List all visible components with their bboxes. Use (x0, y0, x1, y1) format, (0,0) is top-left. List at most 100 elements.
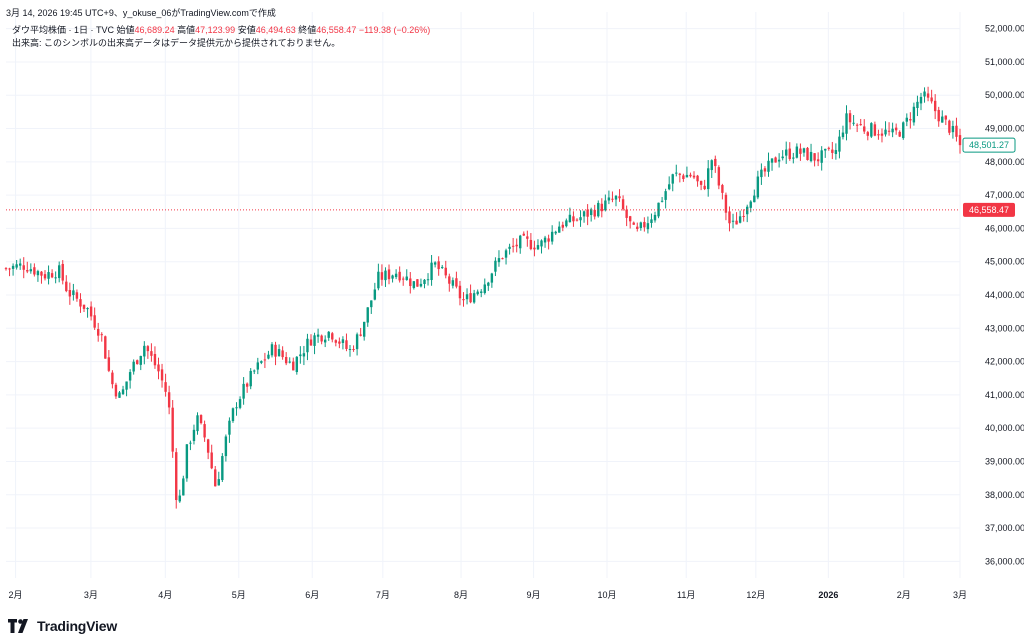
candle-body (795, 146, 799, 158)
candle-body (143, 345, 146, 357)
candle-body (72, 290, 75, 296)
candle-body (859, 124, 862, 126)
high-label: 高値 (177, 25, 196, 35)
y-tick-label: 51,000.00 (985, 57, 1024, 67)
candle-body (405, 276, 408, 280)
candle-body (50, 273, 54, 278)
candle-body (756, 176, 760, 198)
tradingview-brand[interactable]: TradingView (8, 616, 117, 636)
candle-body (930, 97, 933, 102)
candle-body (355, 334, 359, 350)
candle-body (937, 109, 940, 122)
candle-body (281, 350, 284, 358)
candle-body (682, 175, 685, 180)
candle-body (171, 407, 174, 452)
candle-body (526, 236, 529, 239)
candle-body (614, 195, 618, 200)
candle-body (437, 261, 440, 270)
candle-body (490, 273, 494, 283)
candle-body (18, 263, 22, 266)
candle-body (150, 351, 153, 356)
y-tick-label: 46,000.00 (985, 223, 1024, 233)
candle-body (497, 258, 501, 263)
candle-body (398, 271, 401, 281)
time-axis[interactable]: 2月 3月 4月 5月 6月 7月 8月 9月 10月 11月 12月 2026 2月 3月 (9, 590, 967, 600)
candle-body (788, 148, 791, 159)
candle-body (586, 209, 589, 217)
candle-body (97, 329, 100, 336)
candle-body (558, 226, 561, 233)
candle-body (646, 223, 650, 230)
x-tick-label: 3月 (953, 590, 967, 600)
candle-body (667, 184, 671, 190)
candle-body (327, 331, 330, 338)
candle-body (107, 357, 111, 371)
candle-body (136, 360, 139, 365)
candle-body (575, 219, 579, 221)
candle-body (160, 369, 164, 381)
x-tick-label: 2月 (897, 590, 911, 600)
x-tick-label: 5月 (232, 590, 246, 600)
candle-body (8, 268, 11, 270)
candle-body (199, 415, 203, 424)
candle-body (309, 339, 313, 346)
candle-body (951, 126, 955, 133)
candle-body (664, 191, 667, 200)
candle-body (845, 113, 848, 134)
candle-body (685, 174, 689, 178)
candle-body (866, 132, 869, 136)
candle-body (625, 209, 628, 218)
candle-body (738, 216, 742, 223)
candle-body (561, 224, 564, 228)
x-tick-label: 12月 (746, 590, 765, 600)
candle-body (224, 436, 228, 457)
candle-body (334, 340, 338, 343)
candle-body (540, 240, 543, 247)
candle-body (501, 258, 504, 260)
candle-body (377, 271, 380, 289)
candle-body (93, 315, 96, 328)
candle-body (926, 93, 930, 98)
close-label: 終値 (298, 25, 317, 35)
high-value: 47,123.99 (195, 25, 236, 35)
candle-body (607, 197, 611, 201)
candle-body (114, 384, 118, 397)
candle-body (476, 291, 479, 295)
candle-body (696, 175, 699, 182)
candle-body (703, 185, 706, 190)
candle-body (710, 160, 713, 171)
candle-body (362, 321, 366, 337)
candle-body (217, 479, 220, 486)
candle-body (724, 194, 728, 213)
candle-body (944, 115, 948, 120)
candle-body (621, 199, 625, 210)
candle-body (249, 370, 252, 387)
candle-body (320, 335, 323, 342)
candle-body (877, 134, 880, 136)
candle-body (707, 168, 710, 190)
candle-body (767, 160, 770, 172)
y-tick-label: 48,000.00 (985, 157, 1024, 167)
low-label: 安値 (237, 25, 256, 35)
candle-body (487, 282, 490, 286)
candle-body (338, 341, 341, 344)
candle-body (898, 131, 901, 137)
candle-body (384, 270, 387, 281)
candle-body (831, 149, 834, 153)
candle-body (848, 113, 852, 123)
candle-body (26, 270, 29, 272)
candle-body (480, 291, 483, 293)
candle-body (933, 100, 937, 112)
candle-body (178, 495, 181, 502)
candle-body (675, 172, 678, 174)
candle-body (515, 244, 518, 247)
candle-body (104, 336, 107, 359)
candle-body (118, 392, 121, 398)
y-tick-label: 47,000.00 (985, 190, 1024, 200)
candle-body (242, 383, 245, 399)
candle-body (348, 348, 352, 350)
price-axis[interactable]: 36,000.00 37,000.00 38,000.00 39,000.00 40,0… (985, 24, 1024, 567)
candle-body (714, 158, 717, 167)
candle-body (721, 185, 724, 193)
